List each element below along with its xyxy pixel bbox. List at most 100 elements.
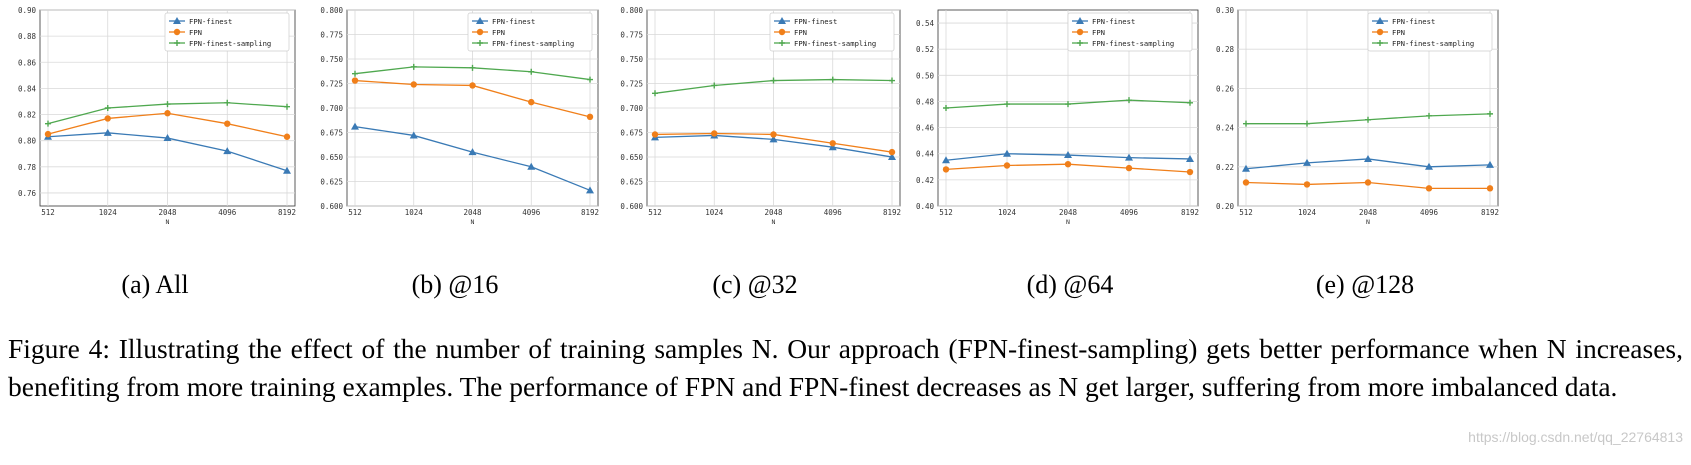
data-point: [528, 98, 535, 106]
y-tick-label: 0.82: [18, 111, 36, 120]
legend-marker: [173, 17, 181, 24]
x-tick-label: 512: [648, 208, 662, 217]
legend: FPN-finest FPN FPN-finest-sampling: [769, 12, 895, 52]
legend-label: FPN-finest: [794, 17, 837, 26]
x-tick-label: 4096: [1420, 208, 1439, 217]
x-axis-label: N: [166, 218, 170, 226]
series-FPN-finest: [1242, 154, 1494, 172]
data-point: [652, 90, 658, 97]
chart-c: 0.600 0.625 0.650 0.675 0.700 0.725 0.750 0.775…: [620, 6, 901, 226]
data-point: [1426, 112, 1432, 119]
data-point: [1003, 162, 1011, 169]
y-tick-label: 0.86: [18, 58, 37, 67]
x-tick-label: 8192: [1181, 208, 1199, 217]
legend-marker: [476, 17, 484, 24]
data-point: [163, 134, 172, 142]
data-point: [770, 77, 777, 84]
y-tick-label: 0.700: [620, 104, 643, 113]
x-tick-label: 2048: [463, 208, 482, 217]
data-point: [104, 105, 111, 111]
series-FPN: [651, 130, 896, 156]
data-point: [1364, 179, 1372, 186]
legend-label: FPN-finest: [1392, 17, 1435, 26]
x-tick-label: 4096: [218, 208, 237, 217]
y-tick-label: 0.28: [1216, 45, 1235, 54]
data-point: [1242, 179, 1250, 186]
data-point: [651, 131, 659, 138]
legend: FPN-finest FPN FPN-finest-sampling: [1067, 12, 1193, 52]
legend-label: FPN-finest: [189, 17, 232, 26]
data-point: [711, 82, 718, 89]
y-tick-label: 0.20: [1216, 202, 1235, 211]
data-point: [224, 99, 231, 106]
data-point: [223, 147, 232, 155]
y-tick-label: 0.675: [320, 129, 343, 138]
data-point: [44, 130, 52, 138]
data-point: [942, 166, 950, 173]
series-FPN-finest-sampling: [943, 97, 1193, 111]
data-point: [352, 70, 358, 77]
legend-marker: [1077, 40, 1083, 46]
x-tick-label: 8192: [883, 208, 901, 217]
legend-marker: [1076, 17, 1084, 24]
subcaption-c: (c) @32: [712, 270, 798, 299]
data-point: [711, 130, 718, 137]
data-point: [528, 68, 535, 75]
data-point: [1304, 120, 1310, 127]
legend-label: FPN-finest-sampling: [794, 39, 876, 48]
x-axis-label: N: [1366, 218, 1370, 226]
data-point: [829, 140, 836, 147]
x-tick-label: 8192: [278, 208, 296, 217]
data-point: [1364, 154, 1372, 162]
data-point: [283, 133, 291, 140]
data-point: [1064, 160, 1072, 168]
subcaption-d: (d) @64: [1026, 270, 1114, 299]
y-tick-label: 0.40: [916, 202, 935, 211]
x-tick-label: 512: [939, 208, 953, 217]
data-point: [104, 115, 111, 122]
legend-label: FPN: [189, 28, 202, 37]
x-tick-label: 8192: [1481, 208, 1499, 217]
y-tick-label: 0.46: [916, 124, 935, 133]
data-point: [1125, 164, 1133, 172]
data-point: [409, 131, 418, 139]
legend-box: [467, 12, 593, 52]
data-point: [468, 148, 477, 156]
data-point: [284, 103, 290, 110]
y-tick-label: 0.625: [320, 178, 343, 187]
series-FPN-finest: [942, 149, 1194, 164]
legend-marker: [476, 28, 484, 36]
legend-marker: [1376, 17, 1384, 24]
series-FPN-finest: [351, 122, 594, 194]
data-point: [1003, 149, 1011, 157]
legend-label: FPN: [1392, 28, 1405, 37]
x-tick-label: 4096: [1120, 208, 1139, 217]
y-tick-label: 0.88: [18, 32, 37, 41]
x-tick-label: 4096: [824, 208, 843, 217]
legend-label: FPN-finest-sampling: [492, 39, 574, 48]
data-point: [888, 153, 896, 160]
data-point: [1486, 160, 1494, 168]
subcaption-b: (b) @16: [411, 270, 499, 299]
x-tick-label: 512: [41, 208, 55, 217]
y-tick-label: 0.650: [320, 153, 343, 162]
y-tick-label: 0.52: [916, 45, 934, 54]
series-FPN: [942, 160, 1194, 176]
data-point: [1303, 181, 1311, 188]
x-tick-label: 1024: [99, 208, 118, 217]
y-tick-label: 0.44: [916, 150, 935, 159]
y-tick-label: 0.600: [620, 202, 643, 211]
y-tick-label: 0.725: [620, 80, 643, 89]
data-point: [828, 143, 837, 151]
subcaption-e: (e) @128: [1315, 270, 1415, 299]
data-point: [829, 76, 836, 83]
data-point: [469, 82, 476, 89]
legend: FPN-finest FPN FPN-finest-sampling: [1367, 12, 1493, 52]
data-point: [1186, 168, 1194, 176]
y-tick-label: 0.675: [620, 129, 643, 138]
legend-label: FPN: [794, 28, 807, 37]
figure-caption: Figure 4: Illustrating the effect of the…: [8, 333, 1683, 402]
x-axis-label: N: [772, 218, 776, 226]
y-tick-label: 0.50: [916, 71, 935, 80]
x-tick-label: 4096: [522, 208, 541, 217]
